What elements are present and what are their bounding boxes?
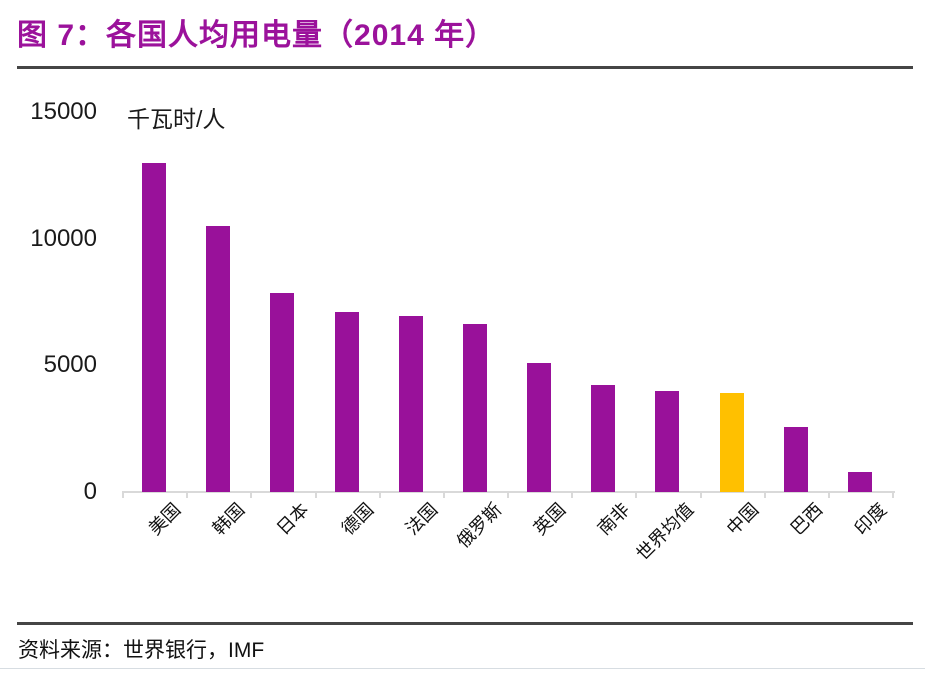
source-note: 资料来源：世界银行，IMF [18,639,265,662]
x-axis-label: 韩国 [209,499,249,539]
x-axis-tick [699,492,702,498]
x-axis-label: 南非 [594,499,634,539]
header-rule [17,66,913,69]
bar-10 [720,393,744,492]
x-axis-label: 俄罗斯 [453,499,506,552]
bar-1 [142,163,166,492]
bar-5 [399,316,423,492]
x-axis-tick [442,492,445,498]
bar-7 [527,363,551,492]
bar-9 [655,391,679,492]
x-axis-label: 世界均值 [632,499,698,565]
x-axis-tick [507,492,509,498]
x-axis-label: 印度 [850,499,891,539]
x-axis-tick [827,492,830,498]
x-axis-label: 中国 [722,499,763,539]
x-axis-label: 日本 [273,499,313,539]
x-axis-label: 法国 [401,499,442,539]
y-axis-tick-label: 15000 [30,98,97,125]
x-axis-tick [378,492,381,498]
bar-2 [206,226,230,492]
footer-rule [17,622,913,625]
x-axis-tick [122,492,124,498]
bar-3 [270,293,294,492]
y-axis-tick-label: 0 [83,478,97,505]
x-axis-label: 英国 [529,499,570,539]
x-axis-tick [571,492,574,498]
y-axis-tick-label: 5000 [43,351,97,379]
page-title: 图 7：各国人均用电量（2014 年） [17,19,497,52]
bar-12 [848,472,872,492]
x-axis-tick [763,492,766,498]
bar-11 [784,427,808,492]
bar-4 [335,312,359,492]
x-axis-tick [314,492,317,498]
x-axis-label: 美国 [144,499,185,539]
x-axis-tick [635,492,638,498]
page-bottom-divider [0,668,925,669]
x-axis-label: 巴西 [786,499,827,539]
bar-8 [591,385,615,492]
y-axis-unit-label: 千瓦时/人 [127,106,226,132]
x-axis-tick [186,492,189,498]
y-axis-tick-label: 10000 [30,224,97,252]
x-axis-tick [892,492,894,498]
x-axis-tick [250,492,253,498]
bar-6 [463,324,487,492]
x-axis-label: 德国 [337,499,378,539]
